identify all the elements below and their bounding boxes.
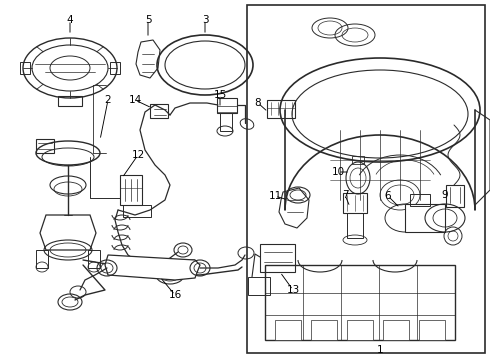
Bar: [120, 175, 142, 205]
Bar: [311, 320, 337, 340]
Text: 13: 13: [286, 285, 299, 295]
Bar: [410, 194, 430, 206]
Bar: [265, 265, 455, 340]
Bar: [347, 320, 373, 340]
Text: 2: 2: [105, 95, 111, 105]
Text: 14: 14: [128, 95, 142, 105]
Bar: [220, 113, 232, 131]
Text: 1: 1: [377, 345, 383, 355]
Text: 12: 12: [131, 150, 145, 160]
Text: 3: 3: [202, 15, 208, 25]
Polygon shape: [155, 260, 195, 277]
Bar: [419, 320, 445, 340]
Bar: [123, 205, 151, 217]
Text: 7: 7: [342, 190, 348, 200]
Text: 4: 4: [67, 15, 74, 25]
Text: 8: 8: [255, 98, 261, 108]
Bar: [383, 320, 409, 340]
Text: 16: 16: [169, 290, 182, 300]
Text: 5: 5: [145, 15, 151, 25]
Bar: [217, 98, 237, 113]
Bar: [150, 104, 168, 118]
Bar: [347, 213, 363, 238]
Bar: [275, 320, 301, 340]
Bar: [110, 62, 120, 74]
Bar: [247, 5, 485, 353]
Bar: [88, 250, 100, 268]
Polygon shape: [105, 255, 200, 280]
Text: 10: 10: [331, 167, 344, 177]
Text: 6: 6: [385, 191, 392, 201]
Bar: [248, 277, 270, 295]
Bar: [343, 193, 367, 213]
Text: 9: 9: [441, 190, 448, 200]
Bar: [352, 156, 364, 164]
Text: 15: 15: [213, 90, 227, 100]
Bar: [446, 185, 464, 207]
Bar: [405, 204, 445, 232]
Bar: [36, 139, 54, 153]
Bar: [260, 244, 295, 272]
Bar: [267, 100, 295, 118]
Bar: [58, 96, 82, 106]
Bar: [36, 250, 48, 268]
Bar: [20, 62, 30, 74]
Text: 11: 11: [269, 191, 282, 201]
